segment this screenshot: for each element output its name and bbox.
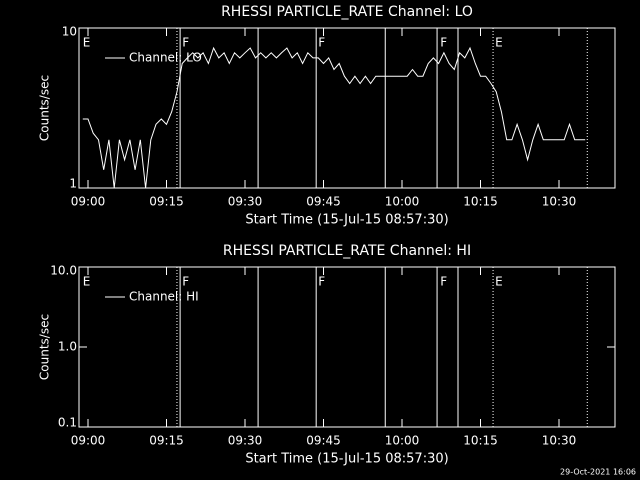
annotation: F — [440, 275, 447, 289]
annotation: F — [318, 36, 325, 50]
chart-title: RHESSI PARTICLE_RATE Channel: LO — [221, 4, 473, 20]
annotation: F — [440, 36, 447, 50]
x-tick-label: 09:15 — [149, 195, 184, 209]
annotation: E — [83, 36, 91, 50]
annotation: E — [83, 275, 91, 289]
x-tick-label: 09:00 — [71, 195, 106, 209]
x-tick-label: 10:15 — [463, 434, 498, 448]
x-tick-label: 10:15 — [463, 195, 498, 209]
annotation: F — [182, 36, 189, 50]
x-tick-label: 10:30 — [542, 434, 577, 448]
x-tick-label: 09:45 — [306, 195, 341, 209]
x-tick-label: 09:45 — [306, 434, 341, 448]
data-line — [82, 46, 586, 189]
y-tick-label: 0.1 — [58, 416, 77, 430]
y-tick-label: 10 — [62, 25, 77, 39]
x-tick-label: 10:00 — [385, 434, 420, 448]
x-tick-label: 09:30 — [228, 434, 263, 448]
footer: 29-Oct-2021 16:06 — [560, 468, 636, 477]
x-tick-label: 09:00 — [71, 434, 106, 448]
chart-title: RHESSI PARTICLE_RATE Channel: HI — [223, 243, 471, 259]
x-axis-label: Start Time (15-Jul-15 08:57:30) — [245, 213, 448, 228]
x-tick-label: 09:15 — [149, 434, 184, 448]
y-tick-label: 1.0 — [58, 340, 77, 354]
annotation: E — [495, 36, 503, 50]
legend-label: Channel: HI — [129, 290, 199, 304]
y-axis-label: Counts/sec — [38, 75, 52, 141]
x-tick-label: 10:00 — [385, 195, 420, 209]
legend-label: Channel: LO — [129, 51, 202, 65]
x-tick-label: 09:30 — [228, 195, 263, 209]
y-axis-label: Counts/sec — [38, 314, 52, 380]
x-axis-label: Start Time (15-Jul-15 08:57:30) — [245, 452, 448, 467]
y-tick-label: 1 — [69, 177, 77, 191]
plot-frame — [78, 27, 616, 189]
annotation: F — [318, 275, 325, 289]
annotation: F — [182, 275, 189, 289]
x-tick-label: 10:30 — [542, 195, 577, 209]
annotation: E — [495, 275, 503, 289]
y-tick-label: 10.0 — [50, 264, 77, 278]
